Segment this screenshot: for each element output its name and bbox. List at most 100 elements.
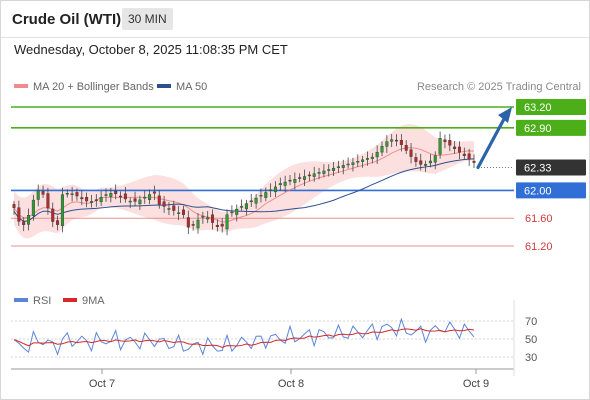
level-tag-62.90 xyxy=(516,119,586,136)
bull-candle xyxy=(365,158,369,160)
bull-candle xyxy=(390,139,394,142)
bull-candle xyxy=(60,194,64,226)
level-label-62.00: 62.00 xyxy=(524,185,552,197)
bull-candle xyxy=(322,170,326,174)
credit-text: Research © 2025 Trading Central xyxy=(416,81,581,93)
bear-candle xyxy=(186,217,190,228)
bull-candle xyxy=(264,192,268,198)
bull-candle xyxy=(206,217,210,220)
bear-candle xyxy=(172,205,176,211)
bear-candle xyxy=(409,149,413,157)
level-label-61.60: 61.60 xyxy=(525,213,553,225)
bull-candle xyxy=(104,194,108,196)
bear-candle xyxy=(395,139,399,142)
bull-candle xyxy=(428,160,432,164)
bear-candle xyxy=(51,208,55,222)
bull-candle xyxy=(269,189,273,191)
bull-candle xyxy=(99,197,103,203)
bull-candle xyxy=(336,166,340,168)
bull-candle xyxy=(31,199,35,216)
bull-candle xyxy=(424,163,428,166)
bull-candle xyxy=(89,201,93,203)
bear-candle xyxy=(75,192,79,197)
bull-candle xyxy=(177,212,181,214)
bull-candle xyxy=(283,181,287,186)
bollinger-band-area xyxy=(14,124,474,239)
bull-candle xyxy=(244,203,248,210)
bull-candle xyxy=(201,216,205,218)
bear-candle xyxy=(85,197,89,202)
bull-candle xyxy=(341,165,345,168)
bull-candle xyxy=(370,156,374,159)
bull-candle xyxy=(143,196,147,199)
legend-ma50: MA 50 xyxy=(157,81,207,93)
bear-candle xyxy=(211,214,215,223)
timeframe-button[interactable]: 30 MIN xyxy=(122,8,173,30)
ma9-swatch xyxy=(63,298,77,303)
bear-candle xyxy=(298,177,302,179)
rsi-ma9-line xyxy=(13,328,475,348)
bull-candle xyxy=(433,155,437,163)
bear-candle xyxy=(22,221,26,225)
ma20-swatch xyxy=(14,84,28,89)
bear-candle xyxy=(462,153,466,156)
bull-candle xyxy=(167,208,171,210)
level-label-61.20: 61.20 xyxy=(525,241,553,253)
bear-candle xyxy=(215,225,219,227)
bear-candle xyxy=(467,153,471,160)
rsi-tick-70: 70 xyxy=(525,316,537,328)
timestamp: Wednesday, October 8, 2025 11:08:35 PM C… xyxy=(14,42,288,57)
bull-candle xyxy=(356,161,360,163)
forecast-arrow-shaft xyxy=(476,117,506,170)
rsi-tick-30: 30 xyxy=(525,352,537,364)
bear-candle xyxy=(181,209,185,215)
bear-candle xyxy=(404,145,408,151)
rsi-line xyxy=(13,317,475,356)
bull-candle xyxy=(225,214,229,230)
bull-candle xyxy=(317,172,321,174)
level-label-62.90: 62.90 xyxy=(524,123,552,135)
bull-candle xyxy=(138,199,142,205)
bear-candle xyxy=(220,223,224,227)
bear-candle xyxy=(419,160,423,165)
level-label-62.33: 62.33 xyxy=(524,162,552,174)
bull-candle xyxy=(303,176,307,180)
bear-candle xyxy=(80,197,84,200)
bear-candle xyxy=(448,139,452,146)
ma50-label: MA 50 xyxy=(176,81,208,93)
bear-candle xyxy=(191,224,195,226)
bear-candle xyxy=(307,174,311,177)
legend-ma20: MA 20 + Bollinger Bands xyxy=(14,81,154,93)
bear-candle xyxy=(114,190,118,195)
bear-candle xyxy=(133,198,137,202)
bull-candle xyxy=(36,190,40,200)
bull-candle xyxy=(27,215,31,225)
bear-candle xyxy=(414,157,418,162)
bull-candle xyxy=(230,211,234,214)
bull-candle xyxy=(259,195,263,197)
bear-candle xyxy=(119,195,123,198)
bear-candle xyxy=(152,191,156,194)
bear-candle xyxy=(41,191,45,195)
rsi-label: RSI xyxy=(33,295,52,307)
ma50-line xyxy=(13,158,475,222)
bull-candle xyxy=(351,162,355,165)
legend-9ma: 9MA xyxy=(63,295,105,307)
level-tag-62.00 xyxy=(516,182,586,199)
bull-candle xyxy=(332,167,336,171)
bear-candle xyxy=(472,160,476,163)
rsi-swatch xyxy=(14,298,28,303)
ma9-label: 9MA xyxy=(82,295,105,307)
bear-candle xyxy=(17,207,21,222)
bull-candle xyxy=(385,141,389,147)
bear-candle xyxy=(457,146,461,153)
level-tag-63.20 xyxy=(516,99,586,115)
bull-candle xyxy=(293,179,297,183)
level-tag-62.33 xyxy=(516,159,586,176)
bull-candle xyxy=(148,194,152,200)
rsi-tick-50: 50 xyxy=(525,334,537,346)
x-tick-label: Oct 7 xyxy=(89,378,115,390)
ma50-swatch xyxy=(157,84,171,89)
bull-candle xyxy=(327,169,331,171)
